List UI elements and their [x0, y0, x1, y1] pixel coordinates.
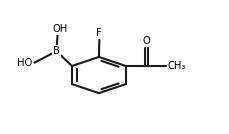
Text: CH₃: CH₃	[167, 61, 185, 71]
Text: F: F	[96, 28, 102, 38]
Text: OH: OH	[52, 24, 68, 34]
Text: O: O	[142, 36, 150, 46]
Text: B: B	[53, 46, 60, 56]
Text: HO: HO	[17, 58, 33, 68]
